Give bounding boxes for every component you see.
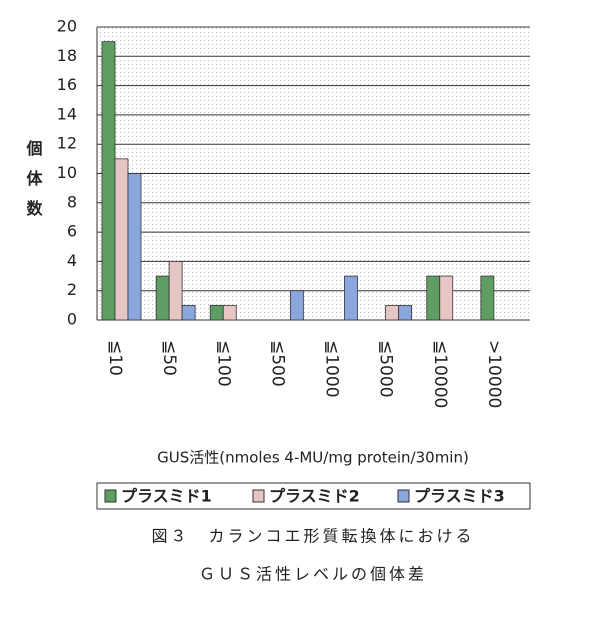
legend-label: プラスミド1 [121, 487, 212, 506]
legend-box [96, 482, 531, 510]
x-tick-label: ≦10000 [430, 340, 450, 408]
y-tick-label: 2 [67, 280, 77, 299]
bar [155, 275, 170, 321]
bar [168, 260, 183, 321]
bar [344, 275, 358, 321]
caption-line: 図３ カランコエ形質転換体における [151, 527, 474, 546]
x-tick-label: ≦50 [159, 340, 179, 376]
bar [101, 41, 116, 321]
bar [127, 173, 142, 321]
legend-swatch [104, 489, 117, 503]
legend-swatch [397, 489, 410, 503]
bar [398, 304, 413, 321]
y-tick-label: 12 [57, 134, 77, 153]
x-tick-label: ≦100 [213, 340, 233, 387]
legend-label: プラスミド2 [269, 487, 360, 506]
y-tick-label: 14 [57, 104, 77, 123]
y-tick-label: 4 [67, 251, 77, 270]
y-axis-title: 個体数 [24, 139, 44, 230]
caption-line: ＧＵＳ活性レベルの個体差 [199, 565, 427, 584]
legend-swatch [252, 489, 265, 503]
y-tick-label: 6 [67, 222, 77, 241]
bar [480, 275, 495, 321]
bar [209, 304, 224, 321]
y-tick-label: 8 [67, 192, 77, 211]
x-tick-label: ≦5000 [376, 340, 396, 398]
bar [114, 158, 129, 321]
legend-label: プラスミド3 [414, 487, 505, 506]
y-tick-label: 18 [57, 46, 77, 65]
bar [426, 275, 441, 321]
bar [222, 304, 237, 321]
y-tick-label: 16 [57, 75, 77, 94]
x-tick-label: >10000 [484, 340, 504, 408]
y-tick-label: 10 [57, 163, 77, 182]
x-tick-label: ≦500 [267, 340, 287, 387]
x-tick-label: ≦10 [105, 340, 125, 376]
bar [385, 304, 400, 321]
y-tick-label: 0 [67, 310, 77, 329]
x-axis-title: GUS活性(nmoles 4-MU/mg protein/30min) [157, 449, 469, 467]
bar [181, 304, 196, 321]
x-tick-label: ≦1000 [322, 340, 342, 398]
y-tick-label: 20 [57, 17, 77, 36]
bar [439, 275, 454, 321]
bar [289, 290, 304, 321]
